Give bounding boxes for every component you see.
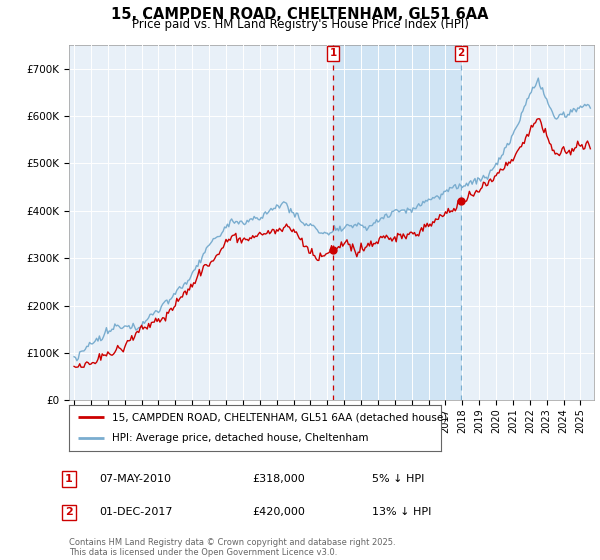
Text: £318,000: £318,000 bbox=[252, 474, 305, 484]
Text: 15, CAMPDEN ROAD, CHELTENHAM, GL51 6AA: 15, CAMPDEN ROAD, CHELTENHAM, GL51 6AA bbox=[111, 7, 489, 22]
Text: 01-DEC-2017: 01-DEC-2017 bbox=[99, 507, 173, 517]
Text: HPI: Average price, detached house, Cheltenham: HPI: Average price, detached house, Chel… bbox=[112, 433, 368, 444]
Text: Contains HM Land Registry data © Crown copyright and database right 2025.
This d: Contains HM Land Registry data © Crown c… bbox=[69, 538, 395, 557]
Text: 1: 1 bbox=[329, 48, 337, 58]
Text: 13% ↓ HPI: 13% ↓ HPI bbox=[372, 507, 431, 517]
Text: 1: 1 bbox=[65, 474, 73, 484]
Text: 15, CAMPDEN ROAD, CHELTENHAM, GL51 6AA (detached house): 15, CAMPDEN ROAD, CHELTENHAM, GL51 6AA (… bbox=[112, 412, 447, 422]
Text: 07-MAY-2010: 07-MAY-2010 bbox=[99, 474, 171, 484]
Text: £420,000: £420,000 bbox=[252, 507, 305, 517]
Text: 2: 2 bbox=[457, 48, 464, 58]
Bar bbox=[333, 45, 461, 400]
Text: 5% ↓ HPI: 5% ↓ HPI bbox=[372, 474, 424, 484]
Text: 2: 2 bbox=[65, 507, 73, 517]
Text: Price paid vs. HM Land Registry's House Price Index (HPI): Price paid vs. HM Land Registry's House … bbox=[131, 18, 469, 31]
